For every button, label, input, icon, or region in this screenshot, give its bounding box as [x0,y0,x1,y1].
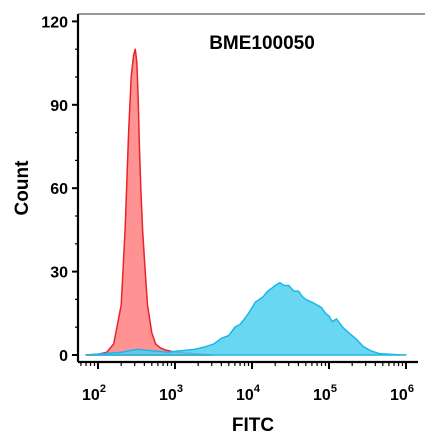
y-tick-label: 120 [41,14,68,31]
x-tick-label: 104 [236,383,261,404]
x-axis-label: FITC [232,415,274,436]
y-tick-label: 30 [50,265,68,282]
x-axis-ticks: 102 103 104 105 106 [80,362,414,404]
x-tick-label: 102 [82,383,106,404]
y-axis-ticks: 0 30 60 90 120 [41,14,78,365]
x-tick-label: 103 [159,383,183,404]
y-tick-label: 60 [50,181,68,198]
y-axis-label: Count [12,160,33,216]
histogram-series-1 [85,48,213,356]
histogram-series-2 [85,281,407,356]
x-tick-label: 106 [390,383,414,404]
series-layer [85,48,407,356]
x-tick-label: 105 [313,383,337,404]
y-tick-label: 0 [59,348,68,365]
chart-title: BME100050 [209,33,315,54]
y-tick-label: 90 [50,98,68,115]
